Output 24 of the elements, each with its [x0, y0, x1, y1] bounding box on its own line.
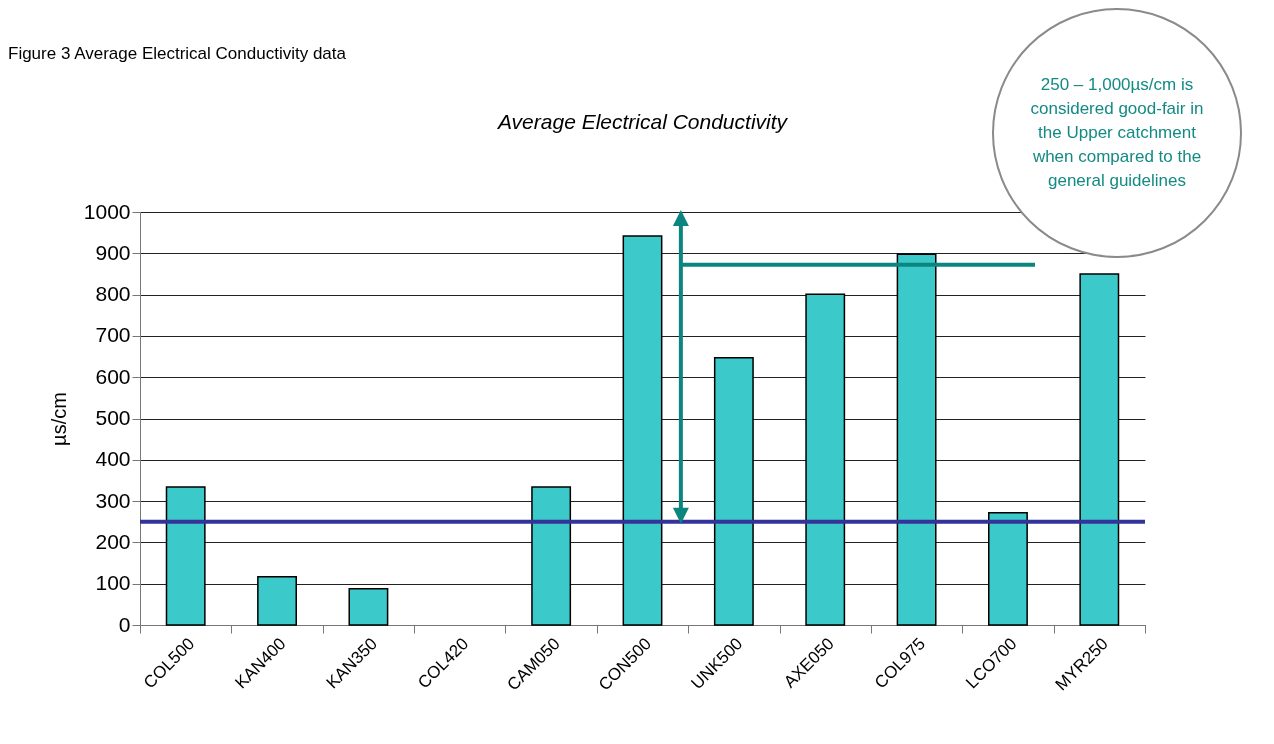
y-tick-label: 1000	[83, 199, 131, 223]
bar	[348, 587, 389, 626]
bar	[896, 253, 937, 626]
y-tick-label: 400	[95, 447, 131, 471]
y-axis-title: µs/cm	[47, 392, 70, 446]
bar	[622, 235, 663, 626]
bar	[988, 511, 1028, 626]
y-tick-label: 100	[95, 571, 131, 595]
y-tick-label: 800	[95, 282, 131, 306]
bar	[531, 486, 572, 626]
y-tick-label: 300	[95, 488, 131, 512]
y-tick-label: 600	[95, 364, 131, 388]
y-tick-label: 200	[95, 529, 131, 553]
bar	[1079, 273, 1120, 626]
bar	[805, 293, 846, 626]
caption: Figure 3 Average Electrical Conductivity data	[8, 44, 346, 64]
bar	[257, 575, 297, 626]
y-tick-label: 500	[95, 406, 131, 429]
bar	[713, 357, 754, 626]
y-tick-label: 900	[95, 240, 131, 264]
y-tick-label: 700	[95, 323, 131, 347]
chart-title: Average Electrical Conductivity	[495, 110, 789, 133]
y-tick-label: 0	[118, 612, 131, 636]
bar	[165, 486, 206, 626]
